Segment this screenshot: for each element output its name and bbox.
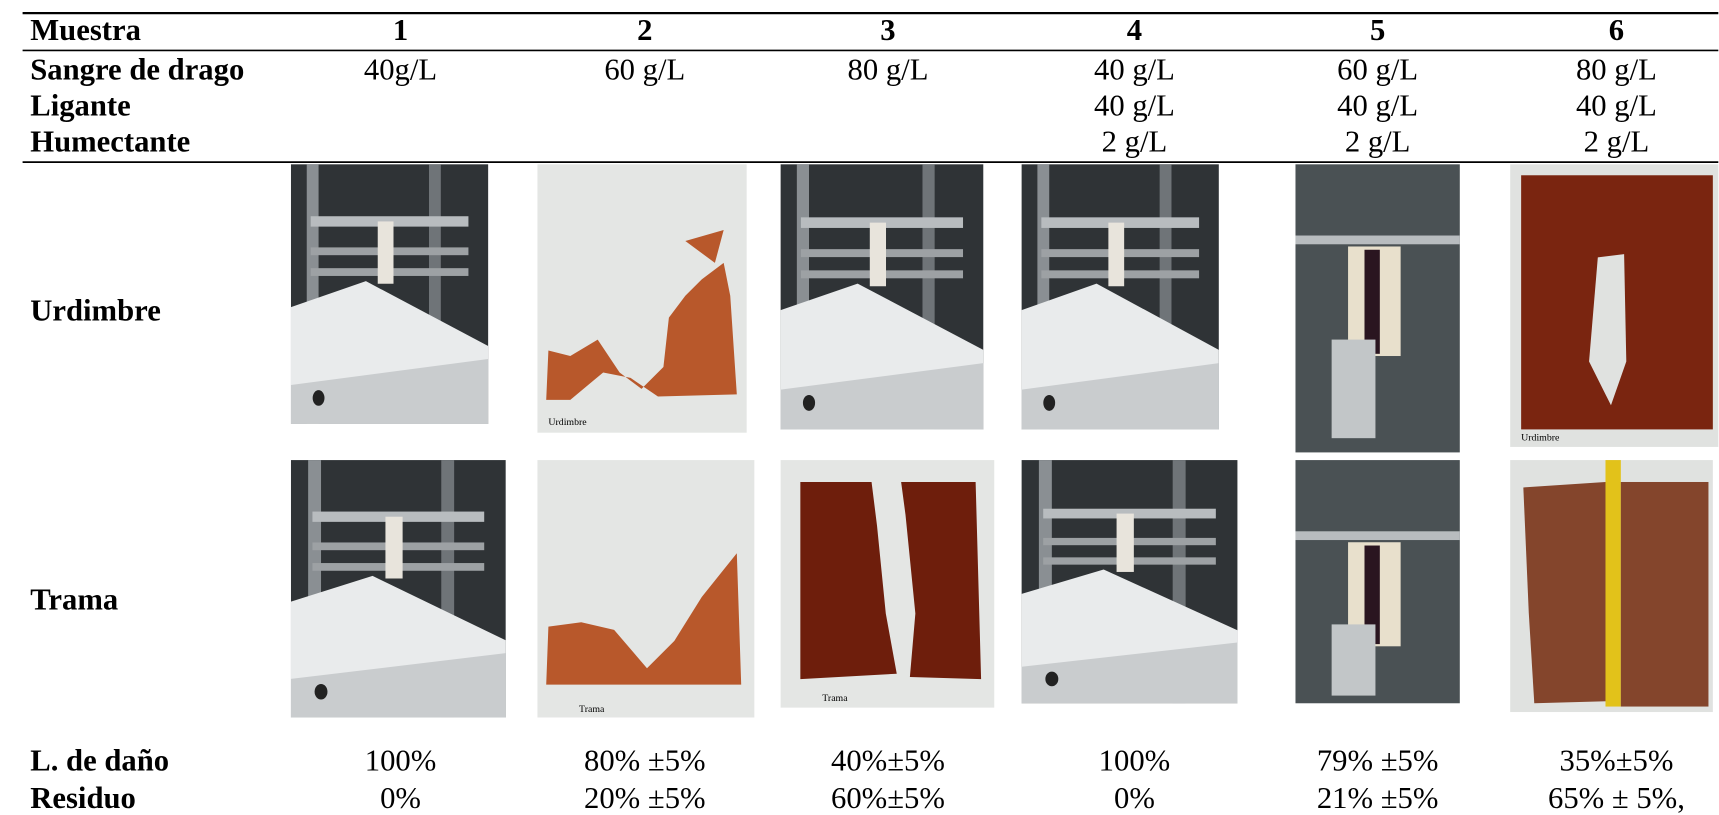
cell: 2 g/L <box>1102 125 1168 159</box>
photo-row <box>291 164 1718 452</box>
row-label: Trama <box>30 583 118 617</box>
cell: 35%±5% <box>1559 744 1673 778</box>
cell: 21% ±5% <box>1317 781 1439 815</box>
row-label: Residuo <box>30 781 136 815</box>
cell: 60 g/L <box>1337 52 1418 86</box>
cell: 40 g/L <box>1576 88 1657 122</box>
cell: 40 g/L <box>1094 88 1175 122</box>
cell: 40 g/L <box>1337 88 1418 122</box>
header-cell: 1 <box>393 13 408 47</box>
cell: 100% <box>1099 744 1171 778</box>
cell: 0% <box>1114 781 1155 815</box>
cell: 80 g/L <box>1576 52 1657 86</box>
cell: 65% ± 5%, <box>1548 781 1685 815</box>
header-cell: 4 <box>1127 13 1142 47</box>
cell: 20% ±5% <box>584 781 706 815</box>
photo <box>291 164 488 424</box>
cell: 60 g/L <box>604 52 685 86</box>
photo <box>537 460 754 717</box>
photo <box>1022 460 1238 703</box>
cell: 2 g/L <box>1584 125 1650 159</box>
cell: 40g/L <box>364 52 437 86</box>
cell: 40 g/L <box>1094 52 1175 86</box>
photo-caption: Urdimbre <box>1521 432 1560 443</box>
photo <box>1022 164 1219 429</box>
cell: 60%±5% <box>831 781 945 815</box>
header-cell: 3 <box>880 13 895 47</box>
cell: 2 g/L <box>1345 125 1411 159</box>
cell: 0% <box>380 781 421 815</box>
header-cell: Muestra <box>30 13 141 47</box>
header-cell: 6 <box>1609 13 1624 47</box>
cell: 40%±5% <box>831 744 945 778</box>
cell: 100% <box>365 744 437 778</box>
photo-caption: Urdimbre <box>548 417 587 428</box>
photo <box>781 164 984 429</box>
header-cell: 2 <box>637 13 652 47</box>
row-label: Humectante <box>30 125 190 159</box>
row-label: Urdimbre <box>30 293 161 327</box>
photo <box>781 460 995 708</box>
photo <box>537 164 746 432</box>
photo-caption: Trama <box>822 693 848 704</box>
row-label: Ligante <box>30 88 130 122</box>
cell: 80% ±5% <box>584 744 706 778</box>
cell: 80 g/L <box>848 52 929 86</box>
row-label: L. de daño <box>30 744 169 778</box>
photo <box>1295 164 1459 452</box>
photo <box>1510 164 1718 447</box>
photo <box>1295 460 1459 703</box>
photo <box>1510 460 1713 712</box>
photo-row <box>291 460 1713 717</box>
table-page: Muestra 1 2 3 4 5 6 Sangre de drago 40g/L 60 g/L 8… <box>0 0 1719 815</box>
cell: 79% ±5% <box>1317 744 1439 778</box>
photo-caption: Trama <box>579 704 605 715</box>
row-label: Sangre de drago <box>30 52 244 86</box>
photo <box>291 460 506 717</box>
header-cell: 5 <box>1370 13 1385 47</box>
